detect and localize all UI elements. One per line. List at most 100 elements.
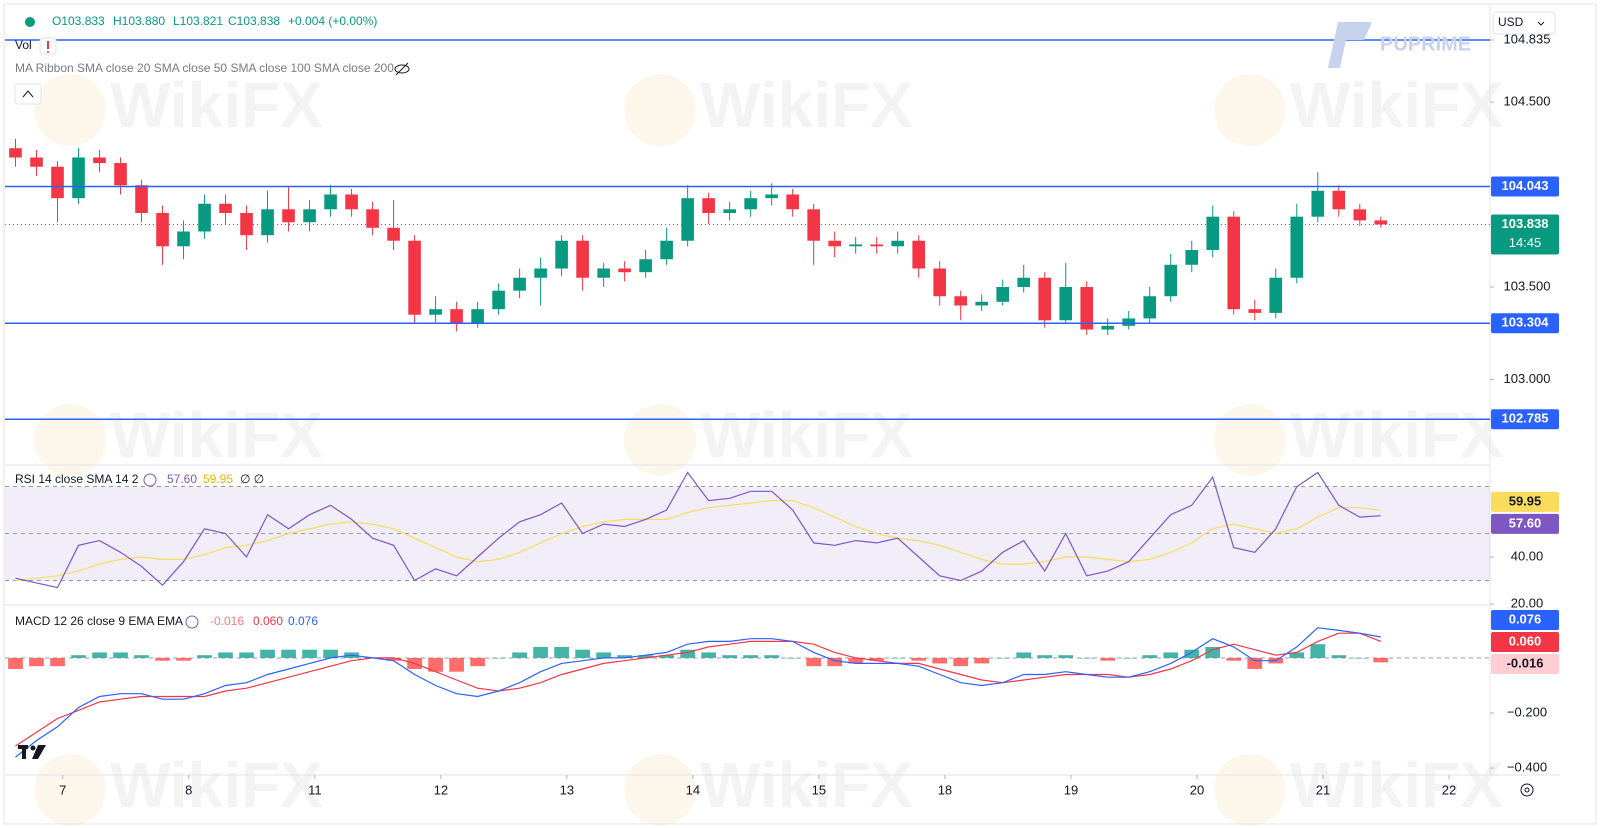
histogram-bar [470, 657, 485, 667]
level-badge [1491, 176, 1559, 197]
candle-body [534, 268, 547, 278]
candle-body [1353, 209, 1367, 221]
collapse-button[interactable] [14, 83, 42, 105]
histogram-bar [428, 657, 443, 672]
candle-body [492, 290, 505, 310]
candle-body [555, 240, 568, 269]
watermark-text: WikiFX [1290, 69, 1503, 141]
histogram-bar [806, 657, 822, 667]
candle-body [1311, 190, 1325, 217]
candle-body [156, 212, 169, 247]
candle-body [471, 309, 484, 324]
rsi-settings-icon[interactable] [143, 473, 157, 487]
candle-body [9, 148, 22, 158]
histogram-bar [197, 655, 212, 658]
macd-line [15, 627, 1381, 758]
x-tick-label: 7 [59, 782, 66, 797]
histogram-bar [1079, 657, 1095, 659]
candle-body [93, 157, 106, 164]
macd-legend-value: -0.016 [210, 614, 244, 628]
watermark-text: WikiFX [1290, 749, 1503, 821]
candle-body [891, 240, 904, 247]
rsi-legend-value: ∅ ∅ [240, 472, 264, 486]
ohlc-value: C103.838 [228, 14, 280, 28]
hidden-eye-icon[interactable] [394, 62, 410, 76]
watermark-text: WikiFX [1290, 399, 1503, 471]
y-tick-label: 20.00 [1511, 595, 1544, 610]
histogram-bar [890, 657, 906, 659]
histogram-bar [764, 655, 780, 658]
histogram-bar [869, 657, 885, 661]
histogram-bar [617, 655, 632, 658]
candle-body [1080, 286, 1094, 330]
candle-body [723, 209, 736, 213]
candle-body [345, 194, 358, 210]
candle-body [1248, 309, 1262, 313]
candle-body [660, 240, 673, 260]
candle-body [1269, 277, 1283, 313]
candle-body [135, 185, 148, 213]
histogram-bar [827, 657, 843, 667]
candle-body [996, 286, 1010, 302]
dropdown-caret [1537, 21, 1545, 26]
y-tick-label: −0.400 [1507, 760, 1547, 775]
histogram-bar [8, 657, 23, 669]
candle-body [618, 268, 631, 273]
histogram-bar [134, 655, 149, 658]
last-price-badge-countdown: 14:45 [1509, 235, 1542, 250]
x-tick-label: 13 [560, 782, 574, 797]
histogram-bar [1289, 652, 1305, 658]
watermarks: WikiFX WikiFX WikiFX WikiFX WikiFX WikiFX Wiki… [34, 69, 1503, 826]
x-tick-label: 21 [1316, 782, 1330, 797]
candle-body [1290, 216, 1304, 278]
candle-body [828, 240, 841, 247]
candle-body [303, 209, 316, 223]
currency-dropdown[interactable] [1492, 11, 1556, 35]
histogram-bar [71, 655, 86, 658]
histogram-bar [1184, 649, 1200, 658]
candle-body [429, 309, 442, 315]
histogram-bar [1247, 657, 1263, 669]
watermark-text: WikiFX [110, 399, 323, 471]
x-tick-label: 8 [185, 782, 192, 797]
status-dot [25, 17, 35, 27]
histogram-bar [1163, 652, 1179, 658]
histogram-bar [92, 652, 107, 658]
candle-body [1206, 216, 1220, 250]
candle-body [1374, 220, 1388, 225]
histogram-bar [1310, 644, 1326, 658]
candle-body [576, 240, 589, 278]
watermark-logo [1214, 754, 1286, 826]
warning-icon-dot [47, 51, 49, 53]
x-tick-label: 19 [1064, 782, 1078, 797]
watermark-logo [34, 404, 106, 476]
rsi-line [15, 500, 1381, 582]
watermark-logo [624, 404, 696, 476]
watermark-logo [624, 754, 696, 826]
level-badge [1491, 409, 1559, 430]
histogram-bar [701, 652, 716, 658]
histogram-bar [386, 657, 401, 661]
y-tick-label: 40.00 [1511, 548, 1544, 563]
candle-body [408, 240, 421, 315]
histogram-bar [239, 652, 254, 658]
macd-legend-value: 0.060 [253, 614, 283, 628]
macd-settings-icon[interactable] [185, 615, 199, 629]
candle-body [597, 268, 610, 278]
candle-body [198, 203, 211, 232]
watermark-logo [1214, 404, 1286, 476]
currency-label: USD [1498, 15, 1524, 29]
x-tick-label: 11 [308, 782, 322, 797]
candle-body [450, 309, 463, 324]
histogram-bar [659, 655, 674, 658]
x-tick-label: 18 [938, 782, 952, 797]
x-tick-label: 12 [434, 782, 448, 797]
candle-body [807, 209, 820, 241]
tradingview-logo[interactable] [18, 745, 46, 759]
macd-badge-text: -0.016 [1507, 655, 1544, 670]
settings-button[interactable] [1520, 783, 1534, 797]
candle-body [1017, 277, 1031, 287]
level-badge [1491, 313, 1559, 334]
rsi-badge-text: 59.95 [1509, 493, 1542, 508]
candle-body [870, 244, 883, 247]
